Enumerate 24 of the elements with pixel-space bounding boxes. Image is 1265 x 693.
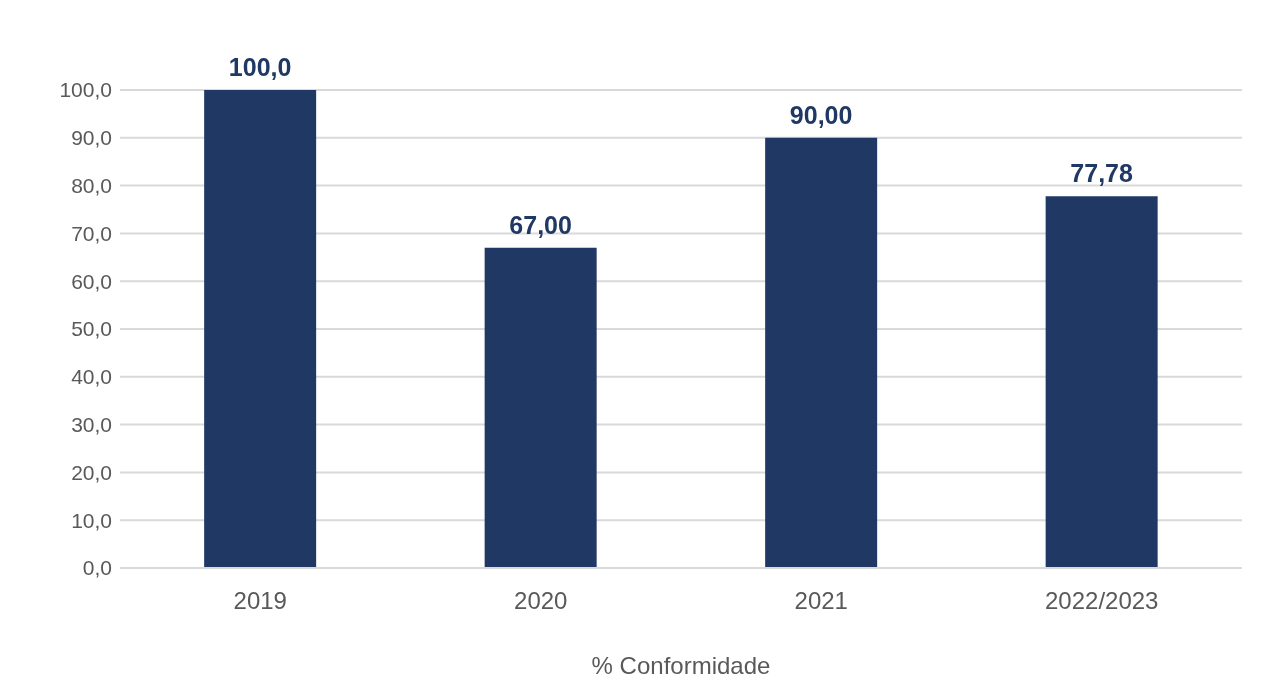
bar: [765, 137, 878, 568]
x-tick-label: 2019: [233, 587, 287, 615]
y-tick-label: 100,0: [59, 78, 112, 102]
data-label: 100,0: [228, 53, 292, 81]
y-tick-label: 70,0: [71, 221, 112, 245]
y-tick-label: 40,0: [71, 365, 112, 389]
y-tick-label: 0,0: [82, 556, 112, 580]
y-tick-label: 10,0: [71, 508, 112, 532]
data-label: 90,00: [789, 100, 853, 129]
data-label: 67,00: [509, 210, 572, 239]
y-tick-label: 20,0: [71, 460, 112, 484]
bar: [1045, 196, 1158, 568]
x-tick-label: 2021: [794, 587, 848, 615]
bar: [484, 247, 597, 568]
bar: [204, 90, 317, 568]
x-tick-label: 2022/2023: [1045, 587, 1159, 615]
y-tick-label: 50,0: [71, 317, 112, 341]
x-tick-label: 2020: [514, 587, 568, 615]
y-tick-label: 30,0: [71, 413, 112, 437]
y-tick-label: 90,0: [71, 126, 112, 150]
y-tick-label: 60,0: [71, 269, 112, 293]
y-tick-label: 80,0: [71, 174, 112, 198]
x-axis-title: % Conformidade: [591, 652, 771, 679]
data-label: 77,78: [1070, 159, 1134, 188]
